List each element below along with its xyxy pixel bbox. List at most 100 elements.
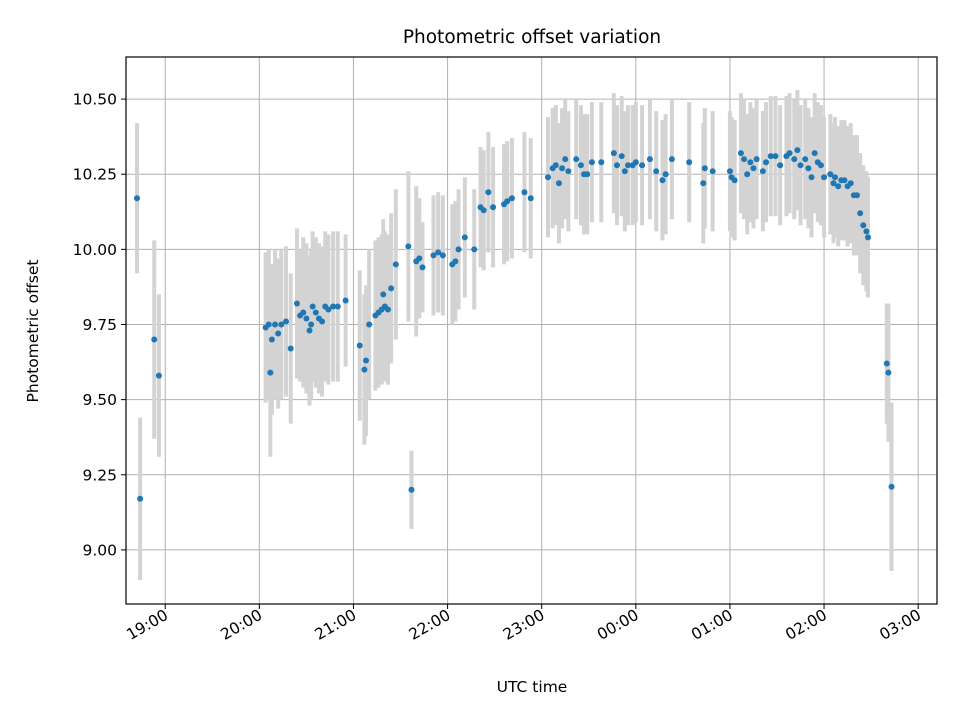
data-point — [632, 159, 639, 166]
data-point — [610, 150, 617, 157]
data-point — [888, 483, 895, 490]
data-point — [832, 174, 839, 181]
data-point — [794, 147, 801, 154]
data-point — [435, 249, 442, 256]
data-point — [759, 168, 766, 175]
data-points — [133, 147, 895, 502]
data-point — [613, 162, 620, 169]
data-point — [151, 336, 158, 343]
data-point — [490, 204, 497, 211]
data-point — [847, 180, 854, 187]
data-point — [618, 153, 625, 160]
data-point — [686, 159, 693, 166]
data-point — [653, 168, 660, 175]
data-point — [430, 252, 437, 259]
data-point — [741, 156, 748, 163]
data-point — [405, 243, 412, 250]
data-point — [300, 309, 307, 316]
data-point — [662, 171, 669, 178]
data-point — [853, 192, 860, 199]
data-point — [750, 165, 757, 172]
data-point — [452, 258, 459, 265]
data-point — [817, 162, 824, 169]
data-point — [802, 156, 809, 163]
data-point — [471, 246, 478, 253]
data-point — [808, 174, 815, 181]
y-tick-label: 10.50 — [73, 91, 117, 109]
data-point — [416, 255, 423, 262]
data-point — [624, 162, 631, 169]
data-point — [439, 252, 446, 259]
data-point — [508, 195, 515, 202]
data-point — [659, 177, 666, 184]
data-point — [293, 300, 300, 307]
data-point — [461, 234, 468, 241]
data-point — [737, 150, 744, 157]
data-point — [287, 345, 294, 352]
data-point — [312, 309, 319, 316]
data-point — [265, 321, 272, 328]
data-point — [480, 207, 487, 214]
data-point — [308, 321, 315, 328]
data-point — [577, 162, 584, 169]
y-tick-label: 9.25 — [82, 466, 117, 484]
y-tick-label: 10.25 — [73, 166, 117, 184]
data-point — [744, 171, 751, 178]
data-point — [885, 369, 892, 376]
data-point — [565, 168, 572, 175]
x-axis-label: UTC time — [497, 678, 568, 696]
data-point — [709, 168, 716, 175]
data-point — [701, 165, 708, 172]
data-point — [857, 210, 864, 217]
data-point — [283, 318, 290, 325]
data-point — [772, 153, 779, 160]
y-tick-label: 10.00 — [73, 241, 117, 259]
plot-frame — [125, 56, 938, 605]
data-point — [306, 327, 313, 334]
y-axis: 9.00 9.25 9.50 9.75 10.00 10.25 10.50 — [73, 91, 126, 559]
data-point — [841, 177, 848, 184]
data-point — [384, 306, 391, 313]
data-point — [268, 336, 275, 343]
y-tick-label: 9.75 — [82, 316, 117, 334]
data-point — [864, 234, 871, 241]
data-point — [668, 156, 675, 163]
data-point — [573, 156, 580, 163]
data-point — [700, 180, 707, 187]
data-point — [303, 315, 310, 322]
data-point — [408, 486, 415, 493]
data-point — [366, 321, 373, 328]
data-point — [811, 150, 818, 157]
data-point — [883, 360, 890, 367]
data-point — [860, 222, 867, 229]
data-point — [155, 372, 162, 379]
data-point — [275, 330, 282, 337]
data-point — [504, 198, 511, 205]
data-point — [392, 261, 399, 268]
data-point — [133, 195, 140, 202]
data-point — [278, 321, 285, 328]
data-point — [731, 177, 738, 184]
data-point — [863, 228, 870, 235]
data-point — [419, 264, 426, 271]
y-tick-label: 9.50 — [82, 391, 117, 409]
data-point — [786, 150, 793, 157]
data-point — [777, 162, 784, 169]
data-point — [485, 189, 492, 196]
data-point — [334, 303, 341, 310]
data-point — [555, 180, 562, 187]
data-point — [797, 162, 804, 169]
data-point — [835, 183, 842, 190]
data-point — [639, 162, 646, 169]
data-point — [747, 159, 754, 166]
data-point — [356, 342, 363, 349]
data-point — [527, 195, 534, 202]
data-point — [267, 369, 274, 376]
y-tick-label: 9.00 — [82, 541, 117, 559]
data-point — [598, 159, 605, 166]
data-point — [272, 321, 279, 328]
data-point — [380, 291, 387, 298]
data-point — [562, 156, 569, 163]
data-point — [330, 303, 337, 310]
